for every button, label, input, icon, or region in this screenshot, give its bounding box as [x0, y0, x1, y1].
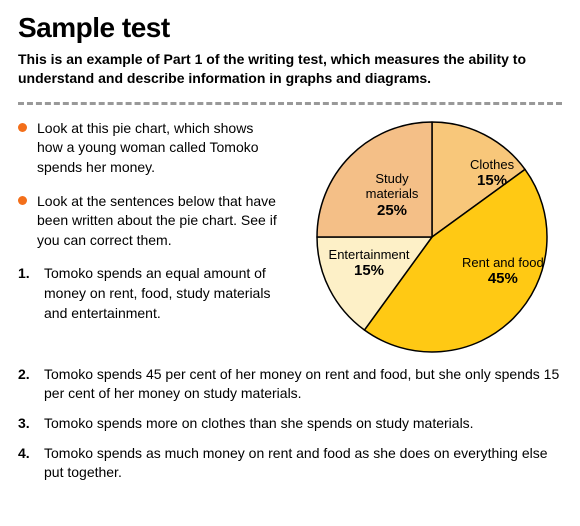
statement-text: Tomoko spends an equal amount of money o…	[44, 264, 282, 323]
instruction-item: Look at the sentences below that have be…	[18, 192, 282, 251]
instruction-item: Look at this pie chart, which shows how …	[18, 119, 282, 178]
slice-label-rent: Rent and food 45%	[462, 255, 544, 289]
divider	[18, 102, 562, 105]
slice-label-clothes: Clothes 15%	[470, 157, 514, 191]
page-title: Sample test	[18, 12, 562, 44]
statement-number: 1.	[18, 264, 34, 323]
statement-text: Tomoko spends as much money on rent and …	[44, 444, 562, 483]
statement-item: 4. Tomoko spends as much money on rent a…	[18, 444, 562, 483]
slice-name: Entertainment	[329, 247, 410, 262]
slice-pct: 45%	[488, 270, 518, 287]
statement-item: 2. Tomoko spends 45 per cent of her mone…	[18, 365, 562, 404]
slice-name: Clothes	[470, 157, 514, 172]
slice-name: Study materials	[366, 171, 419, 202]
right-column: Clothes 15% Rent and food 45% Entertainm…	[302, 119, 562, 359]
slice-label-entertainment: Entertainment 15%	[324, 247, 414, 281]
content-row: Look at this pie chart, which shows how …	[18, 119, 562, 359]
statement-item: 3. Tomoko spends more on clothes than sh…	[18, 414, 562, 434]
statement-text: Tomoko spends more on clothes than she s…	[44, 414, 474, 434]
statement-number: 3.	[18, 414, 34, 434]
slice-pct: 15%	[477, 172, 507, 189]
statement-item: 1. Tomoko spends an equal amount of mone…	[18, 264, 282, 323]
page-subtitle: This is an example of Part 1 of the writ…	[18, 50, 562, 88]
statement-number: 2.	[18, 365, 34, 404]
bullet-icon	[18, 123, 27, 132]
instruction-text: Look at the sentences below that have be…	[37, 192, 282, 251]
left-column: Look at this pie chart, which shows how …	[18, 119, 282, 333]
slice-pct: 15%	[354, 262, 384, 279]
pie-chart: Clothes 15% Rent and food 45% Entertainm…	[302, 119, 562, 359]
instruction-text: Look at this pie chart, which shows how …	[37, 119, 282, 178]
slice-pct: 25%	[377, 202, 407, 219]
pie-svg	[314, 119, 550, 355]
slice-name: Rent and food	[462, 255, 544, 270]
slice-label-study: Study materials 25%	[352, 171, 432, 220]
statement-number: 4.	[18, 444, 34, 483]
bullet-icon	[18, 196, 27, 205]
statement-text: Tomoko spends 45 per cent of her money o…	[44, 365, 562, 404]
statements-continued: 2. Tomoko spends 45 per cent of her mone…	[18, 365, 562, 483]
